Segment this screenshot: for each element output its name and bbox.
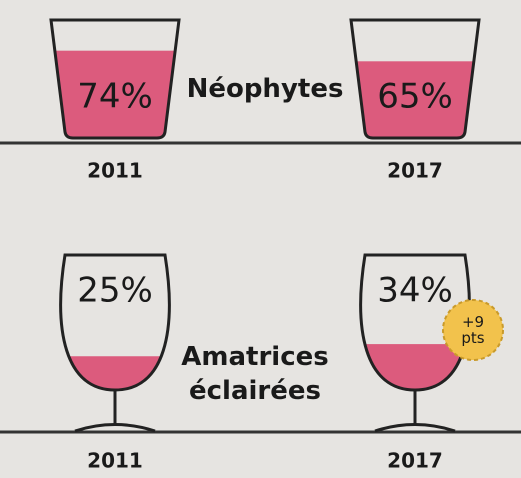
chart-title: Amatrices éclairées — [170, 340, 340, 408]
x-tick-label: 2011 — [87, 159, 143, 183]
foot — [375, 425, 455, 432]
x-tick-label: 2017 — [387, 159, 443, 183]
x-tick-label: 2017 — [387, 449, 443, 473]
value-label: 65% — [377, 77, 453, 117]
value-label: 25% — [77, 271, 153, 311]
x-tick-label: 2011 — [87, 449, 143, 473]
chart-title: Néophytes — [165, 72, 365, 106]
value-label: 74% — [77, 77, 153, 117]
wine-fill — [45, 356, 185, 390]
value-label: 34% — [377, 271, 453, 311]
foot — [75, 425, 155, 432]
infographic: 74% 2011 65% 2017 25% 2011 34% 2017 Néophytes A… — [0, 0, 521, 478]
annotation: +9 pts — [458, 314, 488, 346]
